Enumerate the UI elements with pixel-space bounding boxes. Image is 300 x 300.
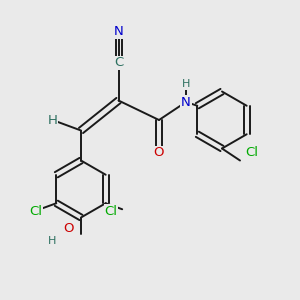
- Text: Cl: Cl: [29, 205, 43, 218]
- Text: N: N: [181, 95, 191, 109]
- Text: N: N: [114, 25, 123, 38]
- Text: Cl: Cl: [104, 205, 118, 218]
- Text: H: H: [182, 79, 190, 89]
- Text: O: O: [154, 146, 164, 160]
- Text: H: H: [48, 236, 57, 247]
- Text: O: O: [64, 221, 74, 235]
- Text: H: H: [48, 113, 57, 127]
- Text: C: C: [114, 56, 123, 70]
- Text: Cl: Cl: [245, 146, 259, 160]
